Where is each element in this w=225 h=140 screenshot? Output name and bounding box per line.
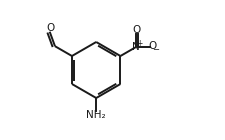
- Text: NH₂: NH₂: [86, 110, 106, 120]
- Text: O: O: [148, 41, 156, 52]
- Text: O: O: [46, 23, 54, 33]
- Text: N: N: [132, 42, 140, 52]
- Text: +: +: [135, 39, 142, 48]
- Text: O: O: [131, 25, 140, 35]
- Text: −: −: [151, 45, 158, 54]
